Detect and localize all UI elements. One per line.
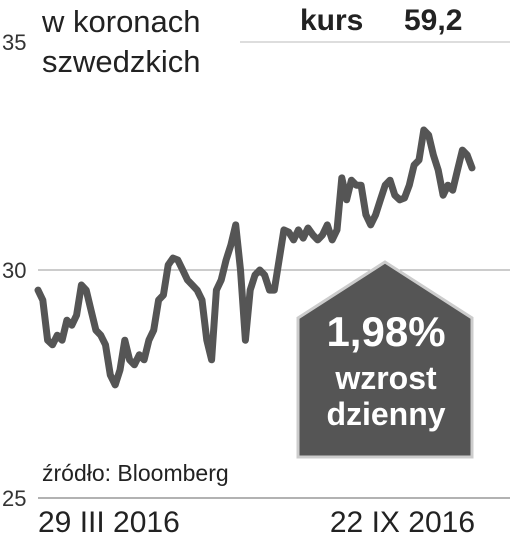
- x-tick-label: 29 III 2016: [38, 506, 180, 539]
- source: źródło: Bloomberg: [42, 460, 229, 486]
- price-label: kurs: [300, 4, 364, 37]
- price-line: [34, 126, 476, 389]
- price: 59,2: [404, 4, 463, 37]
- y-tick-label: 35: [2, 30, 26, 55]
- y-tick-label: 30: [2, 258, 26, 283]
- annotation-text: wzrost: [335, 360, 437, 396]
- title: w koronach szwedzkich: [42, 4, 201, 79]
- y-tick-label: 25: [2, 486, 26, 511]
- annotation-text: dzienny: [326, 396, 446, 432]
- arrow-badge: [296, 260, 474, 459]
- annotation-value: 1,98%: [326, 308, 446, 355]
- x-tick-label: 22 IX 2016: [329, 506, 475, 539]
